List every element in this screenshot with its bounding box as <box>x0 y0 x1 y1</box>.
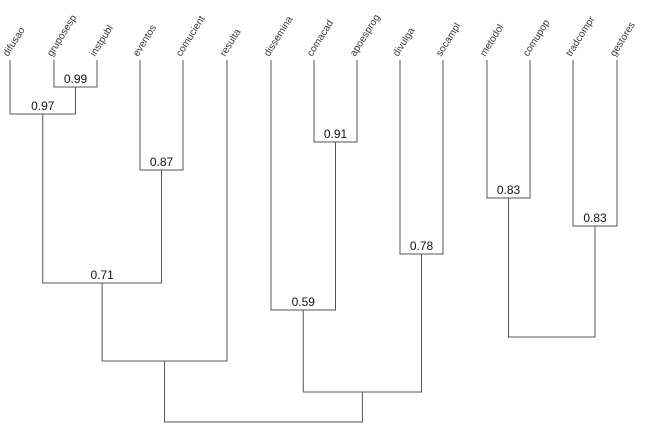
leaf-label-resulta: resulta <box>218 27 243 59</box>
leaf-label-difusao: difusao <box>1 25 28 59</box>
leaf-label-comucient: comucient <box>174 14 208 59</box>
branch-mid <box>302 254 422 393</box>
leaf-label-apoesprog: apoesprog <box>348 13 382 59</box>
node-value-label: 0.71 <box>90 268 114 282</box>
leaf-label-comacad: comacad <box>305 18 336 58</box>
leaf-label-instpubl: instpubl <box>88 24 116 59</box>
leaf-labels: difusao gruposesp instpubl eventos comucient… <box>1 13 638 59</box>
leaf-label-metodol: metodol <box>478 23 506 59</box>
branch-ds <box>399 60 444 255</box>
leaf-label-comupop: comupop <box>521 18 552 59</box>
node-value-label: 0.87 <box>150 155 174 169</box>
branch-left <box>42 114 162 284</box>
leaf-label-tradcompr: tradcompr <box>564 14 598 59</box>
leaf-label-gruposesp: gruposesp <box>45 13 79 59</box>
node-value-label: 0.91 <box>324 127 348 141</box>
leaf-label-dissemina: dissemina <box>262 14 295 58</box>
leaf-label-gestores: gestores <box>608 20 638 58</box>
branch-mc <box>486 60 531 199</box>
node-value-label: 0.83 <box>583 211 607 225</box>
branch-ec <box>139 60 184 171</box>
branch-tg <box>572 60 618 227</box>
leaf-label-divulga: divulga <box>391 26 417 59</box>
node-value-label: 0.97 <box>31 99 55 113</box>
branch-left-r <box>101 60 228 362</box>
node-value-label: 0.83 <box>497 183 521 197</box>
dendrogram-branches <box>9 60 618 423</box>
node-value-label: 0.99 <box>64 72 88 86</box>
leaf-label-socampl: socampl <box>434 21 463 58</box>
node-values: 0.99 0.97 0.87 0.71 0.91 0.59 0.78 0.83 0.83 <box>31 72 607 309</box>
node-value-label: 0.59 <box>292 295 316 309</box>
node-value-label: 0.78 <box>410 239 434 253</box>
branch-dca <box>270 60 336 311</box>
leaf-label-eventos: eventos <box>131 23 159 59</box>
branch-right <box>508 198 596 338</box>
branch-root <box>164 361 363 423</box>
